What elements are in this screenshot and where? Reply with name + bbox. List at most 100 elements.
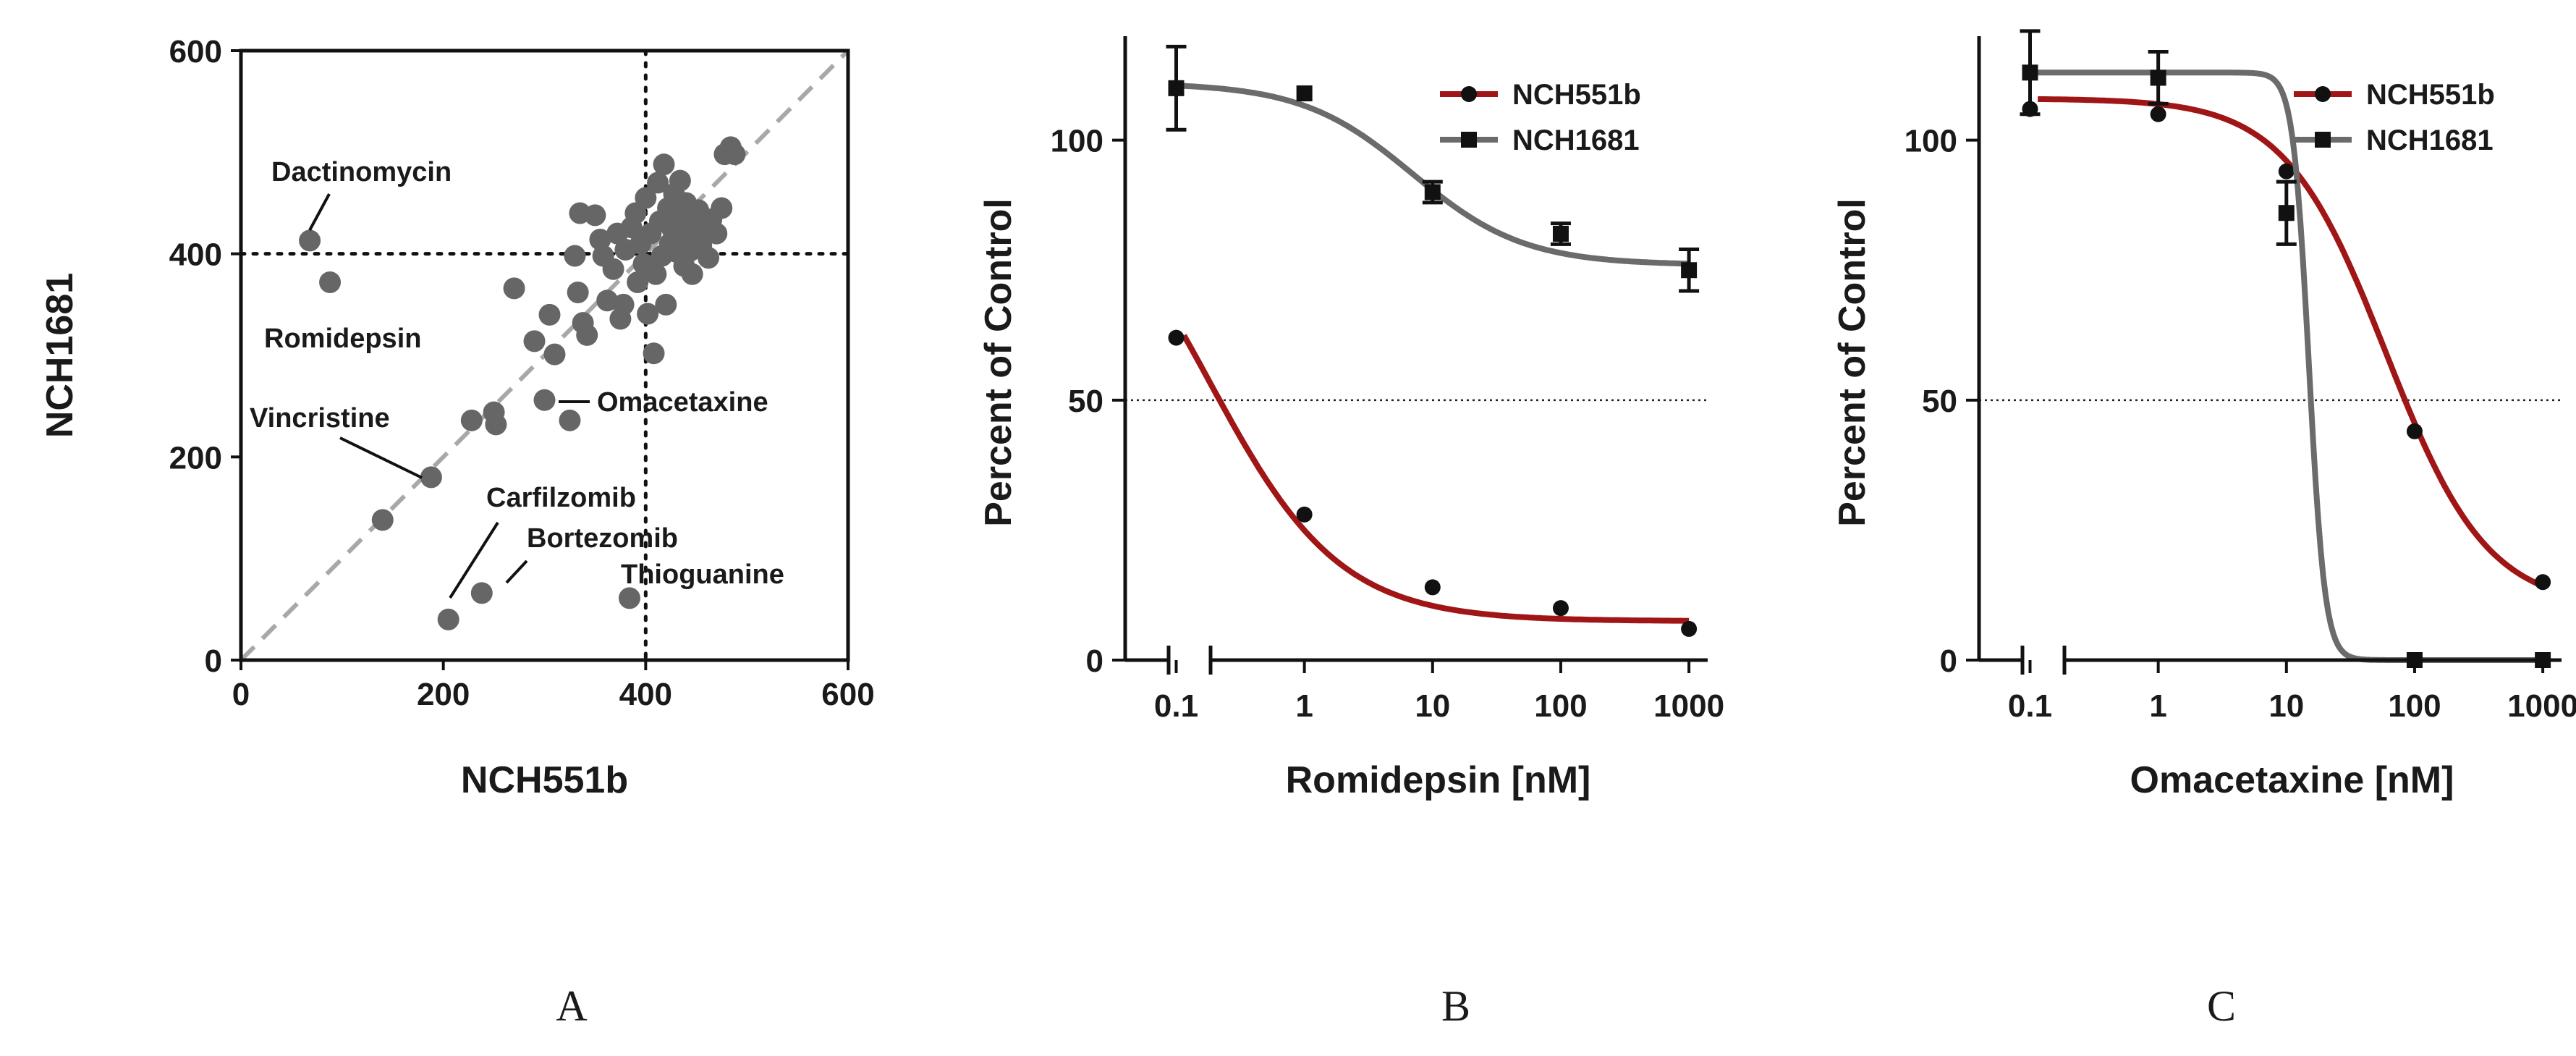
x-axis-label: NCH551b	[461, 759, 628, 801]
annotation-leader	[308, 193, 331, 231]
data-point	[618, 587, 640, 609]
annotation-label: Romidepsin	[264, 324, 421, 354]
data-point	[2535, 574, 2551, 591]
data-point	[655, 293, 677, 316]
data-point	[724, 143, 746, 166]
annotation-label: Omacetaxine	[597, 387, 768, 418]
data-point	[635, 187, 657, 209]
legend-label: NCH1681	[2366, 124, 2494, 156]
data-point	[567, 281, 589, 303]
panel-letter-c: C	[2207, 982, 2236, 1030]
data-point	[627, 271, 649, 293]
x-tick-label: 1	[1295, 688, 1313, 724]
data-point	[2150, 69, 2166, 86]
data-point	[470, 582, 493, 604]
y-tick-label: 400	[169, 237, 222, 273]
y-axis-label: Percent of Control	[978, 198, 1020, 527]
data-point	[533, 389, 556, 411]
annotation-leader	[339, 436, 423, 479]
data-point	[1168, 329, 1185, 346]
data-point	[576, 324, 598, 346]
annotation-label: Bortezomib	[527, 523, 678, 554]
x-axis-label: Omacetaxine [nM]	[2130, 759, 2454, 801]
y-tick-label: 100	[1051, 124, 1103, 159]
y-tick-label: 0	[1086, 643, 1103, 679]
data-point	[624, 202, 647, 224]
y-tick-label: 0	[205, 643, 222, 679]
data-point	[584, 204, 606, 227]
x-tick-label: 100	[1534, 688, 1587, 724]
annotation-label: Carfilzomib	[486, 483, 636, 513]
data-point	[2278, 205, 2295, 221]
data-point	[543, 343, 566, 366]
x-tick-label: 1000	[2507, 688, 2576, 724]
legend-label: NCH551b	[2366, 79, 2495, 111]
x-tick-label: 10	[2268, 688, 2304, 724]
data-point	[523, 330, 546, 352]
data-point	[2406, 423, 2423, 439]
data-point	[706, 222, 728, 245]
data-point	[485, 413, 507, 436]
data-point	[371, 509, 394, 531]
annotation-leader	[505, 559, 528, 584]
legend-marker	[1461, 86, 1477, 102]
y-axis-label: NCH1681	[39, 273, 81, 438]
plot-frame	[239, 48, 850, 662]
y-tick-label: 50	[1068, 384, 1103, 419]
x-tick-label: 1000	[1653, 688, 1724, 724]
data-point	[1424, 184, 1441, 200]
x-tick-label: 0.1	[1154, 688, 1198, 724]
annotation-label: Vincristine	[250, 403, 390, 434]
data-point	[460, 409, 483, 431]
data-point	[503, 277, 525, 300]
x-tick-label: 100	[2388, 688, 2441, 724]
data-point	[437, 608, 459, 630]
x-tick-label: 600	[821, 677, 874, 712]
dose-response-panel-b: 0.1 1 10 100 1000 0 50 100 Romidepsin [nM] Percen…	[978, 36, 1724, 801]
y-tick-label: 100	[1905, 124, 1957, 159]
x-tick-label: 400	[619, 677, 672, 712]
annotation-leader	[449, 521, 499, 599]
data-point	[653, 153, 675, 176]
data-point	[711, 197, 733, 219]
data-point	[589, 229, 611, 251]
legend-label: NCH1681	[1512, 124, 1640, 156]
data-point	[1168, 80, 1185, 96]
panel-letter-b: B	[1441, 982, 1470, 1030]
data-point	[564, 245, 586, 267]
data-point	[1296, 506, 1313, 523]
y-tick-label: 0	[1940, 643, 1957, 679]
panel-letter-a: A	[556, 982, 587, 1030]
annotation-label: Thioguanine	[621, 559, 784, 590]
fit-curve-nch551b	[1181, 334, 1690, 624]
x-tick-label: 10	[1415, 688, 1450, 724]
data-point	[647, 172, 669, 194]
fit-curve-nch1681	[2038, 69, 2543, 663]
y-tick-label: 50	[1922, 384, 1957, 419]
x-tick-label: 200	[417, 677, 470, 712]
legend-label: NCH551b	[1512, 79, 1641, 111]
legend-marker	[2315, 86, 2331, 102]
x-tick-label: 1	[2149, 688, 2166, 724]
y-tick-label: 200	[169, 440, 222, 476]
y-axis-label: Percent of Control	[1831, 198, 1873, 527]
data-point	[2150, 106, 2166, 122]
data-point	[1552, 600, 1569, 617]
data-point	[1681, 620, 1698, 637]
data-point	[681, 263, 703, 285]
x-axis-label: Romidepsin [nM]	[1286, 759, 1591, 801]
data-point	[538, 303, 561, 326]
x-tick-label: 0	[232, 677, 250, 712]
data-point	[637, 303, 659, 325]
dose-response-panel-c: 0.1 1 10 100 1000 0 50 100 Omacetaxine [nM] Perce…	[1831, 29, 2576, 801]
data-point	[643, 342, 665, 365]
data-point	[1424, 579, 1441, 596]
data-point	[1296, 85, 1313, 102]
legend-marker	[2315, 132, 2331, 148]
data-point	[2022, 64, 2038, 81]
data-point	[602, 258, 624, 280]
fit-curve-nch1681	[1183, 83, 1690, 267]
legend-marker	[1461, 132, 1477, 148]
data-point	[669, 169, 691, 192]
